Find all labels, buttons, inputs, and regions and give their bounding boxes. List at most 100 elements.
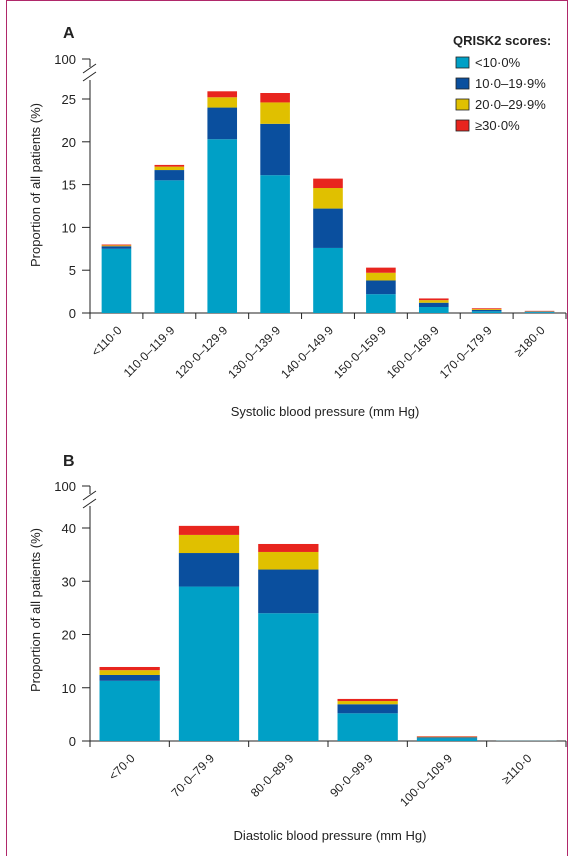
bar-segment [418, 302, 449, 308]
x-tick-label: 140·0–149·9 [278, 323, 336, 381]
legend-swatch [455, 119, 470, 132]
legend-swatch [455, 56, 470, 69]
x-tick-label: 120·0–129·9 [172, 323, 230, 381]
panel-a-break-mark-2 [82, 71, 97, 82]
bar-segment [337, 698, 398, 702]
x-tick-label: <70·0 [106, 751, 138, 783]
x-tick-label: <110·0 [89, 323, 125, 359]
bar-segment [416, 736, 478, 737]
legend-swatch [455, 98, 470, 111]
bar-segment [313, 208, 343, 248]
x-tick-label: 70·0–79·9 [169, 751, 218, 800]
x-tick-label: 90·0–99·9 [327, 751, 376, 800]
bar-segment [260, 93, 290, 103]
y-tick-label: 15 [62, 178, 76, 193]
bar-segment [154, 166, 185, 171]
x-tick-label: 160·0–169·9 [384, 323, 442, 381]
bar-segment [99, 674, 160, 681]
bar-segment [366, 267, 396, 273]
bar-segment [154, 164, 185, 167]
bar-segment [524, 312, 555, 313]
bar-segment [337, 713, 398, 741]
bar-segment [258, 543, 319, 552]
bar-segment [99, 670, 160, 675]
legend-label: 20·0–29·9% [475, 97, 546, 112]
figure-frame [6, 0, 568, 856]
bar-segment [258, 613, 319, 741]
bar-segment [101, 246, 132, 249]
bar-segment [99, 680, 160, 741]
bar-segment [416, 738, 478, 741]
panel-b-label: B [63, 453, 75, 470]
bar-segment [471, 311, 502, 313]
bar-segment [154, 170, 185, 181]
x-tick-label: 110·0–119·9 [121, 323, 178, 380]
bar-segment [178, 586, 240, 741]
bar-segment [337, 704, 398, 714]
panel-a-xlabel: Systolic blood pressure (mm Hg) [231, 404, 420, 419]
bar-segment [471, 309, 502, 311]
bar-segment [366, 280, 396, 295]
bar-segment [101, 248, 132, 313]
legend-title: QRISK2 scores: [453, 33, 551, 48]
bar-segment [178, 534, 240, 554]
bar-segment [418, 298, 449, 301]
panel-b: B Proportion of all patients (%) 100 0 10… [28, 453, 567, 843]
panel-a-label: A [63, 25, 75, 42]
legend-swatch [455, 77, 470, 90]
bar-segment [366, 272, 396, 281]
panel-b-axis-break-label: 100 [54, 479, 76, 494]
y-tick-label: 0 [69, 734, 76, 749]
bar-segment [178, 553, 240, 587]
bar-segment [258, 569, 319, 614]
bar-segment [337, 701, 398, 705]
bar-segment [207, 91, 238, 98]
bar-segment [101, 244, 132, 246]
panel-b-ylabel: Proportion of all patients (%) [28, 528, 43, 692]
panel-b-xlabel: Diastolic blood pressure (mm Hg) [234, 828, 427, 843]
x-tick-label: 150·0–159·9 [331, 323, 389, 381]
bar-segment [207, 139, 238, 313]
bar-segment [366, 294, 396, 313]
y-tick-label: 10 [62, 220, 76, 235]
bar-segment [99, 666, 160, 671]
y-tick-label: 20 [62, 628, 76, 643]
bar-segment [178, 525, 240, 535]
y-tick-label: 0 [69, 306, 76, 321]
bar-segment [101, 245, 132, 247]
x-tick-label: 100·0–109·9 [397, 751, 455, 809]
panel-b-break-mark-1 [82, 490, 97, 501]
bar-segment [207, 107, 238, 140]
panel-a-ylabel: Proportion of all patients (%) [28, 103, 43, 267]
x-tick-label: 80·0–89·9 [248, 751, 297, 800]
bar-segment [313, 247, 343, 313]
bar-segment [207, 97, 238, 108]
y-tick-label: 30 [62, 574, 76, 589]
panel-a-axis-break-label: 100 [54, 52, 76, 67]
x-tick-label: 170·0–179·9 [437, 323, 495, 381]
bar-segment [471, 308, 502, 310]
legend-label: 10·0–19·9% [475, 76, 546, 91]
y-tick-label: 10 [62, 681, 76, 696]
bar-segment [313, 188, 343, 209]
bar-segment [416, 736, 478, 738]
y-tick-label: 40 [62, 521, 76, 536]
bar-segment [260, 123, 290, 176]
bar-segment [418, 300, 449, 303]
bar-segment [258, 551, 319, 570]
x-tick-label: ≥110·0 [499, 751, 535, 787]
legend-label: <10·0% [475, 55, 521, 70]
panel-b-break-mark-2 [82, 498, 97, 509]
panel-a-break-mark-1 [82, 63, 97, 74]
y-tick-label: 25 [62, 92, 76, 107]
y-tick-label: 20 [62, 135, 76, 150]
bar-segment [260, 102, 290, 124]
bar-segment [524, 311, 555, 313]
legend: QRISK2 scores: <10·0% 10·0–19·9% 20·0–29·9… [453, 33, 551, 133]
bar-segment [260, 175, 290, 313]
x-tick-label: ≥180·0 [511, 323, 547, 359]
bar-segment [313, 178, 343, 189]
x-tick-label: 130·0–139·9 [225, 323, 283, 381]
bar-segment [418, 307, 449, 313]
